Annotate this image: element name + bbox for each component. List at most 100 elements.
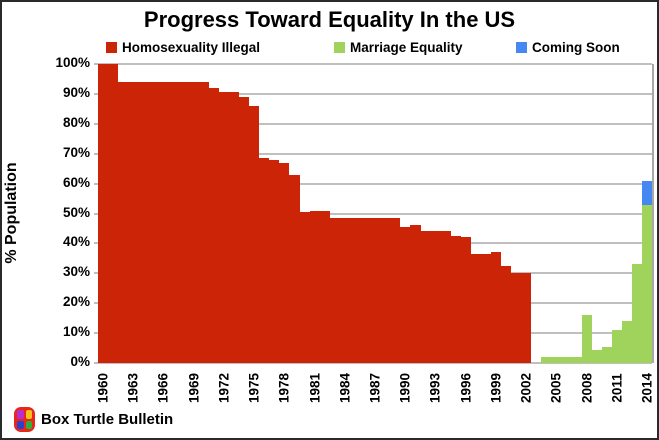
x-tick-label: 2005 <box>548 372 564 404</box>
bar-year-1968 <box>178 64 189 363</box>
bar-year-1975 <box>249 64 260 363</box>
box-turtle-logo-icon <box>14 407 35 432</box>
x-tick-label: 1972 <box>216 372 232 404</box>
bar-year-1990 <box>400 64 411 363</box>
gridline <box>94 92 652 95</box>
bar-segment-illegal <box>178 81 189 363</box>
bar-year-1982 <box>319 64 330 363</box>
bar-year-1972 <box>218 64 230 363</box>
bar-segment-illegal <box>480 253 492 363</box>
bar-year-1984 <box>339 64 350 363</box>
bar-year-1970 <box>198 64 209 363</box>
bar-year-1995 <box>450 64 461 363</box>
bar-segment-illegal <box>118 81 129 363</box>
bar-segment-marriage <box>561 357 572 363</box>
y-tick-label: 70% <box>62 144 90 160</box>
bar-segment-illegal <box>229 92 240 363</box>
bar-segment-illegal <box>259 158 270 363</box>
bar-year-1992 <box>420 64 431 363</box>
logo-quadrant <box>25 410 32 419</box>
logo-quadrant <box>17 410 24 419</box>
gridline <box>94 362 652 364</box>
bar-year-1978 <box>279 64 290 363</box>
bar-segment-illegal <box>370 218 381 363</box>
x-tick-label: 2002 <box>518 372 534 404</box>
bar-segment-marriage <box>551 357 562 363</box>
bar-year-1980 <box>299 64 310 363</box>
bar-year-2002 <box>521 64 532 363</box>
bar-segment-illegal <box>430 231 441 363</box>
y-tick-label: 20% <box>62 294 90 310</box>
bar-year-2007 <box>571 64 582 363</box>
bar-segment-illegal <box>168 81 179 363</box>
legend-swatch-red <box>106 42 117 53</box>
bar-segment-illegal <box>269 159 280 363</box>
bar-segment-illegal <box>208 87 219 363</box>
x-tick-label: 1987 <box>367 372 383 404</box>
bar-segment-illegal <box>521 273 532 363</box>
bar-year-1996 <box>460 64 471 363</box>
bar-year-2010 <box>601 64 612 363</box>
bar-segment-marriage <box>591 349 602 363</box>
logo-quadrant <box>17 420 24 429</box>
bar-segment-illegal <box>309 210 320 363</box>
x-tick-label: 1966 <box>155 372 171 404</box>
bar-segment-coming-soon <box>642 180 653 205</box>
bar-segment-illegal <box>249 105 260 363</box>
bar-segment-illegal <box>400 226 411 363</box>
bar-segment-marriage <box>611 330 623 363</box>
bar-year-1986 <box>360 64 371 363</box>
bar-segment-illegal <box>138 81 149 363</box>
bar-year-1967 <box>168 64 179 363</box>
y-tick-label: 10% <box>62 324 90 340</box>
bar-segment-illegal <box>279 162 290 363</box>
bar-year-1979 <box>289 64 300 363</box>
bar-segment-marriage <box>642 204 653 363</box>
y-tick-label: 100% <box>55 55 90 70</box>
gridline <box>94 152 652 155</box>
x-tick-label: 1993 <box>427 372 443 404</box>
plot-area <box>94 63 654 364</box>
x-tick-label: 1960 <box>95 372 111 404</box>
bar-year-2008 <box>581 64 592 363</box>
bar-year-1987 <box>370 64 381 363</box>
bar-segment-marriage <box>622 321 633 363</box>
bar-segment-illegal <box>188 81 199 363</box>
bar-segment-marriage <box>601 346 612 363</box>
bar-segment-illegal <box>239 96 250 363</box>
bar-year-2013 <box>632 64 643 363</box>
bar-segment-illegal <box>390 218 401 363</box>
y-tick-label: 90% <box>62 84 90 100</box>
bar-year-1961 <box>108 64 119 363</box>
bar-segment-illegal <box>349 218 361 363</box>
legend-label-marriage: Marriage Equality <box>350 40 463 55</box>
bar-year-1977 <box>269 64 280 363</box>
legend-item-marriage: Marriage Equality <box>334 40 463 55</box>
bar-segment-marriage <box>541 357 552 363</box>
bar-year-2006 <box>561 64 572 363</box>
bar-year-1965 <box>148 64 159 363</box>
gridline <box>94 212 652 215</box>
y-tick-label: 40% <box>62 234 90 250</box>
x-tick-label: 1975 <box>246 372 262 404</box>
bar-year-1988 <box>380 64 391 363</box>
bar-year-2004 <box>541 64 552 363</box>
bar-segment-marriage <box>632 264 643 363</box>
bar-segment-illegal <box>420 231 431 363</box>
bar-segment-illegal <box>470 253 481 363</box>
bar-year-2005 <box>551 64 562 363</box>
bar-year-2000 <box>501 64 512 363</box>
y-tick-label: 50% <box>62 204 90 220</box>
x-tick-label: 1978 <box>276 372 292 404</box>
bars-container <box>98 64 653 363</box>
bar-segment-illegal <box>329 218 340 363</box>
bar-year-1960 <box>98 64 109 363</box>
bar-year-1964 <box>138 64 149 363</box>
legend-item-coming-soon: Coming Soon <box>516 40 620 55</box>
legend-swatch-green <box>334 42 345 53</box>
x-tick-label: 1999 <box>488 372 504 404</box>
bar-year-1976 <box>259 64 270 363</box>
footer-brand-text: Box Turtle Bulletin <box>41 411 174 428</box>
bar-segment-illegal <box>360 218 371 363</box>
